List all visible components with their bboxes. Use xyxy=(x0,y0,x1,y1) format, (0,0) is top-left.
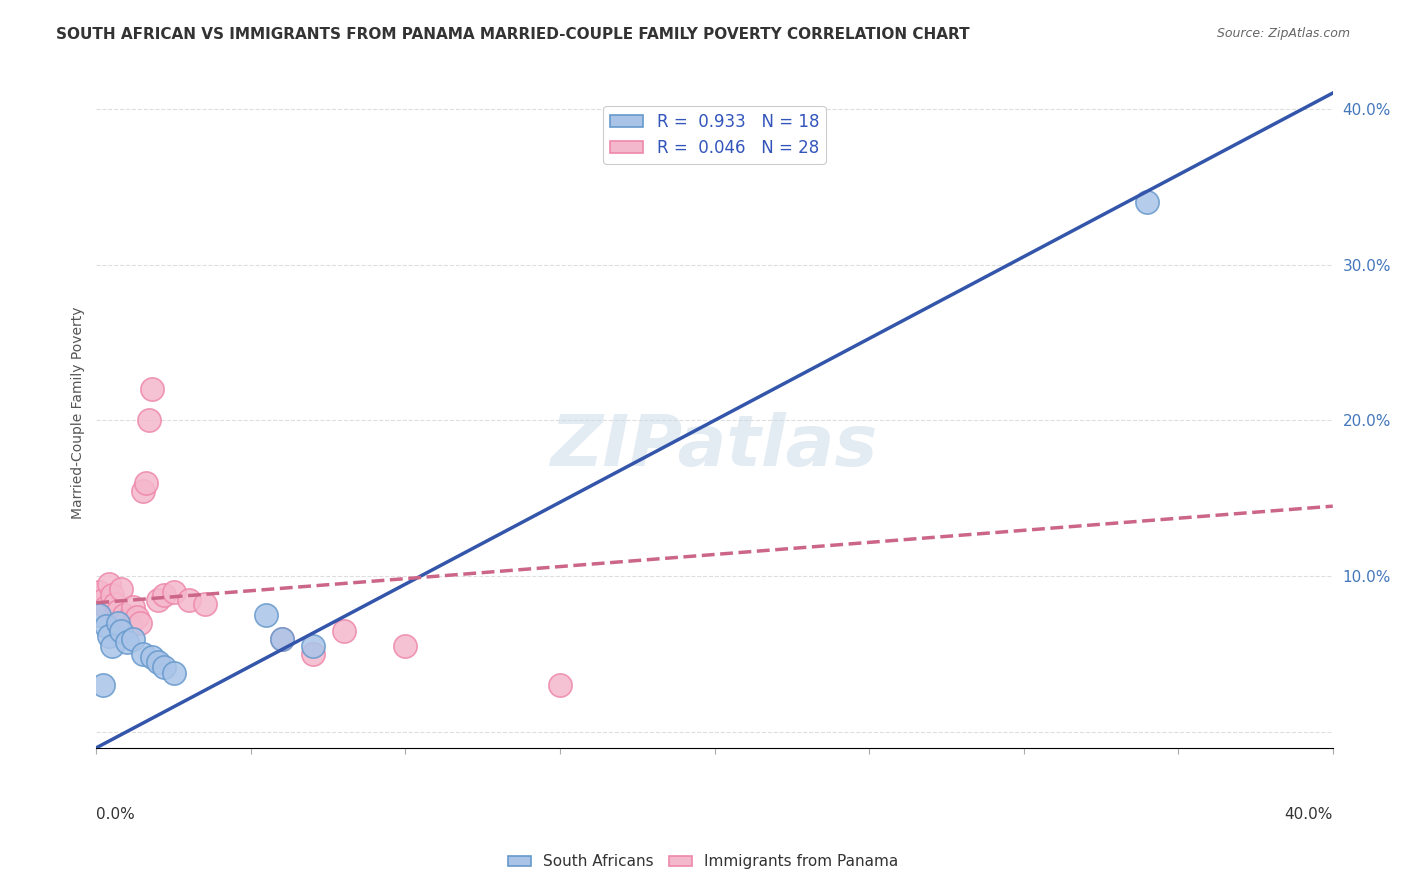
Point xyxy=(112,608,135,623)
Text: Source: ZipAtlas.com: Source: ZipAtlas.com xyxy=(1216,27,1350,40)
Point xyxy=(97,577,120,591)
Point xyxy=(122,600,145,615)
Point xyxy=(193,598,215,612)
Point xyxy=(110,624,132,638)
Point xyxy=(153,588,176,602)
Point xyxy=(138,413,160,427)
Text: 40.0%: 40.0% xyxy=(1285,807,1333,822)
Text: ZIPatlas: ZIPatlas xyxy=(551,411,879,481)
Point xyxy=(107,616,129,631)
Point xyxy=(141,650,163,665)
Point xyxy=(162,665,184,680)
Point xyxy=(117,634,139,648)
Text: SOUTH AFRICAN VS IMMIGRANTS FROM PANAMA MARRIED-COUPLE FAMILY POVERTY CORRELATIO: SOUTH AFRICAN VS IMMIGRANTS FROM PANAMA … xyxy=(56,27,970,42)
Point xyxy=(125,610,148,624)
Legend: South Africans, Immigrants from Panama: South Africans, Immigrants from Panama xyxy=(502,848,904,875)
Point xyxy=(94,600,117,615)
Point xyxy=(101,588,124,602)
Point xyxy=(91,592,114,607)
Point xyxy=(89,608,111,623)
Point xyxy=(254,608,277,623)
Point xyxy=(132,483,155,498)
Point xyxy=(97,628,120,642)
Point xyxy=(94,619,117,633)
Point xyxy=(270,632,292,646)
Point xyxy=(128,616,150,631)
Point xyxy=(270,632,292,646)
Point xyxy=(135,475,157,490)
Point xyxy=(548,678,571,692)
Point xyxy=(146,655,169,669)
Point xyxy=(1136,195,1159,210)
Point xyxy=(117,613,139,627)
Point xyxy=(101,640,124,654)
Point xyxy=(107,604,129,618)
Point xyxy=(110,582,132,596)
Point xyxy=(120,619,142,633)
Text: 0.0%: 0.0% xyxy=(97,807,135,822)
Y-axis label: Married-Couple Family Poverty: Married-Couple Family Poverty xyxy=(72,306,86,519)
Point xyxy=(141,382,163,396)
Point xyxy=(89,585,111,599)
Point xyxy=(394,640,416,654)
Point xyxy=(301,647,323,661)
Point xyxy=(332,624,354,638)
Point xyxy=(162,585,184,599)
Point xyxy=(301,640,323,654)
Point xyxy=(146,592,169,607)
Point xyxy=(153,659,176,673)
Legend: R =  0.933   N = 18, R =  0.046   N = 28: R = 0.933 N = 18, R = 0.046 N = 28 xyxy=(603,106,825,163)
Point xyxy=(122,632,145,646)
Point xyxy=(91,678,114,692)
Point xyxy=(177,592,200,607)
Point xyxy=(104,598,127,612)
Point xyxy=(132,647,155,661)
